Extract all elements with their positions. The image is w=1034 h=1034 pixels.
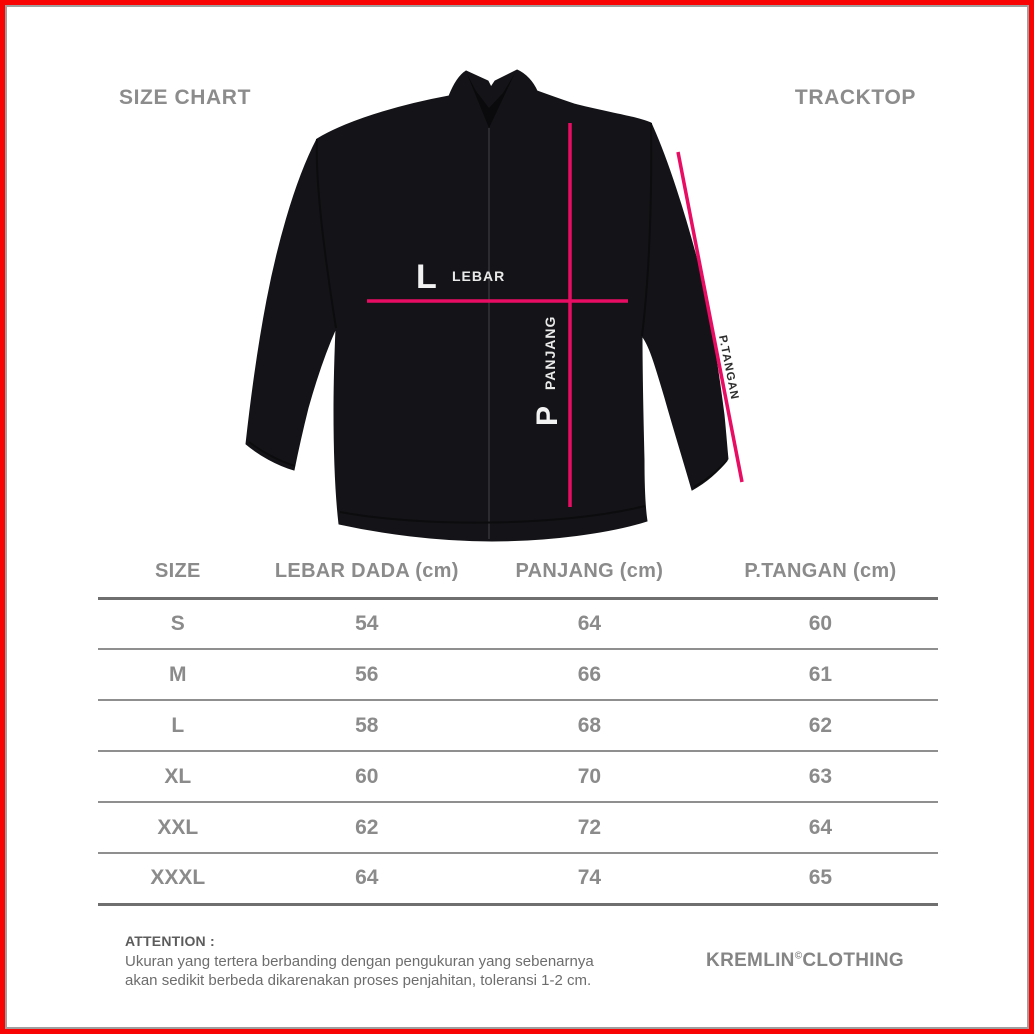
panjang-label: PANJANG [542,316,558,390]
col-header-size: SIZE [98,546,258,600]
cell-lebar-dada: 62 [257,802,476,854]
left-sleeve-seam [315,138,337,329]
table-row-m: M 56 66 61 [98,649,938,701]
jacket-silhouette [245,69,729,542]
hem-rib-line [339,505,646,524]
ptangan-measure-line [676,151,744,483]
table-row-s: S 54 64 60 [98,598,938,650]
brand-logo: KREMLIN©CLOTHING [706,950,904,972]
panjang-label-group: P PANJANG [531,316,564,426]
lebar-label: LEBAR [452,268,505,284]
cell-size: XL [98,751,258,803]
cell-size: XXXL [98,853,258,906]
cell-panjang: 64 [475,598,703,650]
cell-panjang: 66 [475,649,703,701]
panjang-abbr-label: P [531,406,564,426]
cell-lebar-dada: 60 [257,751,476,803]
table-row-l: L 58 68 62 [98,700,938,752]
table-row-xxl: XXL 62 72 64 [98,802,938,854]
right-sleeve-seam [641,122,653,337]
cell-size: M [98,649,258,701]
product-title: TRACKTOP [794,86,916,109]
attention-line-2: akan sedikit berbeda dikarenakan proses … [125,972,592,989]
cell-ptangan: 62 [702,700,938,752]
lebar-abbr-label: L [416,258,437,296]
cell-ptangan: 65 [702,853,938,906]
right-cuff-rib-line [693,459,728,488]
page-title: SIZE CHART [119,86,251,109]
collar-notch [467,73,515,128]
cell-ptangan: 64 [702,802,938,854]
table-row-xl: XL 60 70 63 [98,751,938,803]
table-row-xxxl: XXXL 64 74 65 [98,853,938,906]
size-table-header-row: SIZE LEBAR DADA (cm) PANJANG (cm) P.TANG… [98,546,938,600]
cell-lebar-dada: 64 [257,853,476,906]
col-header-lebar-dada: LEBAR DADA (cm) [257,546,476,600]
cell-ptangan: 63 [702,751,938,803]
attention-title: ATTENTION : [125,933,215,949]
col-header-ptangan: P.TANGAN (cm) [702,546,938,600]
attention-note: ATTENTION : Ukuran yang tertera berbandi… [125,933,594,990]
cell-panjang: 74 [475,853,703,906]
brand-suffix: CLOTHING [802,950,904,971]
cell-size: L [98,700,258,752]
cell-ptangan: 61 [702,649,938,701]
cell-panjang: 70 [475,751,703,803]
brand-name: KREMLIN [706,950,795,971]
cell-size: S [98,598,258,650]
copyright-symbol: © [794,950,803,962]
cell-lebar-dada: 54 [257,598,476,650]
size-table: SIZE LEBAR DADA (cm) PANJANG (cm) P.TANG… [98,546,938,906]
cell-lebar-dada: 56 [257,649,476,701]
cell-size: XXL [98,802,258,854]
cell-lebar-dada: 58 [257,700,476,752]
left-cuff-rib-line [248,441,296,467]
cell-panjang: 68 [475,700,703,752]
col-header-panjang: PANJANG (cm) [475,546,703,600]
tracktop-measurement-diagram: L LEBAR P PANJANG P.TANGAN [245,69,744,542]
cell-ptangan: 60 [702,598,938,650]
attention-line-1: Ukuran yang tertera berbanding dengan pe… [125,953,594,970]
cell-panjang: 72 [475,802,703,854]
